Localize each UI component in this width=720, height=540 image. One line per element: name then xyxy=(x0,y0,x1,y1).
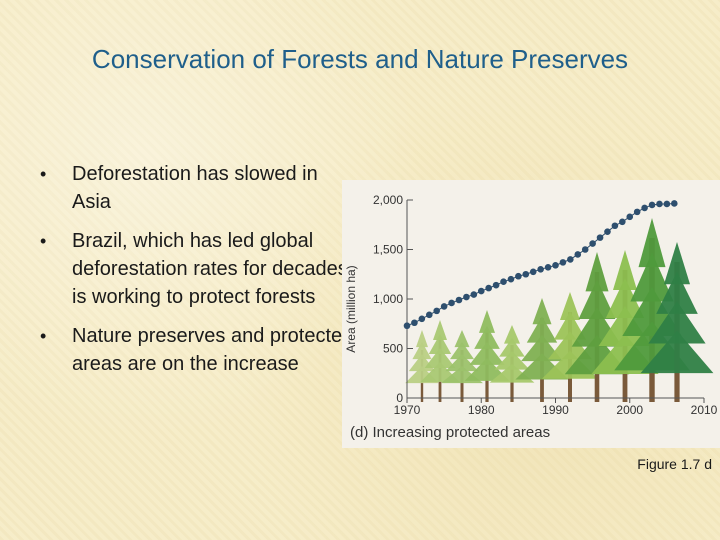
tree-illustration xyxy=(405,218,714,402)
data-point xyxy=(552,262,559,269)
tree-foliage xyxy=(445,354,479,372)
tree-foliage xyxy=(640,330,714,374)
tree-foliage xyxy=(638,218,666,268)
bullet-text: Deforestation has slowed in Asia xyxy=(72,163,318,213)
tree-foliage xyxy=(479,310,495,333)
x-tick-label: 1990 xyxy=(542,403,569,417)
tree-foliage xyxy=(416,330,428,348)
y-axis-label: Area (million ha) xyxy=(344,265,358,352)
data-point xyxy=(448,299,455,307)
tree-foliage xyxy=(474,326,500,349)
data-point xyxy=(485,284,492,292)
data-point xyxy=(418,315,426,323)
data-point xyxy=(455,296,463,304)
data-point xyxy=(463,293,470,301)
data-point xyxy=(440,303,448,310)
tree-foliage xyxy=(424,348,456,368)
tree-foliage xyxy=(648,301,706,344)
tree-foliage xyxy=(554,311,586,340)
protected-areas-chart: 0 500 1,000 1,500 2,000 1970 1980 1990 2000 2010 A… xyxy=(344,193,718,417)
data-point xyxy=(500,278,507,285)
y-tick-label: 2,000 xyxy=(373,193,403,207)
tree-foliage xyxy=(433,320,447,340)
bullet-item: • Brazil, which has led global deforesta… xyxy=(36,227,356,311)
data-point xyxy=(537,266,544,273)
chart-points xyxy=(403,200,678,330)
tree-foliage xyxy=(613,250,637,290)
data-point xyxy=(589,240,596,247)
data-point xyxy=(477,287,485,295)
tree-foliage xyxy=(450,342,474,360)
data-point xyxy=(522,270,530,278)
bullet-item: • Deforestation has slowed in Asia xyxy=(36,160,356,216)
data-point xyxy=(671,200,678,207)
data-point xyxy=(544,264,552,271)
data-point xyxy=(648,201,656,209)
data-point xyxy=(596,234,604,241)
tree-foliage xyxy=(494,351,530,370)
tree-foliage xyxy=(469,342,505,365)
x-tick-label: 1980 xyxy=(468,403,495,417)
bullet-dot: • xyxy=(40,164,47,184)
tree-foliage xyxy=(428,334,452,354)
tree-foliage xyxy=(578,279,616,320)
data-point xyxy=(611,222,619,230)
x-tick-label: 2000 xyxy=(616,403,643,417)
data-point xyxy=(604,228,611,235)
chart-axes: 0 500 1,000 1,500 2,000 1970 1980 1990 2000 2010 A… xyxy=(344,193,718,417)
tree-foliage xyxy=(664,242,690,285)
data-point xyxy=(619,218,626,226)
data-point xyxy=(663,200,671,208)
data-point xyxy=(433,307,440,315)
tree-foliage xyxy=(605,278,645,318)
tree-foliage xyxy=(532,298,552,325)
data-point xyxy=(529,268,537,276)
bullet-item: • Nature preserves and protected areas a… xyxy=(36,322,356,378)
chart-caption: (d) Increasing protected areas xyxy=(350,424,551,441)
data-point xyxy=(641,204,648,212)
tree-foliage xyxy=(412,342,432,360)
data-point xyxy=(425,311,433,319)
data-point xyxy=(470,291,478,298)
data-point xyxy=(559,259,567,266)
bullet-text: Brazil, which has led global deforestati… xyxy=(72,230,354,308)
figure-panel: 0 500 1,000 1,500 2,000 1970 1980 1990 2000 2010 A… xyxy=(342,180,720,448)
bullet-dot: • xyxy=(40,231,47,251)
y-tick-label: 500 xyxy=(383,342,403,356)
x-tick-label: 1970 xyxy=(394,403,421,417)
tree-foliage xyxy=(464,358,510,381)
data-point xyxy=(626,213,634,221)
tree-foliage xyxy=(656,271,698,314)
data-point xyxy=(507,275,515,283)
tree-foliage xyxy=(560,292,580,320)
data-point xyxy=(403,322,411,330)
tree-foliage xyxy=(504,325,520,344)
x-tick-label: 2010 xyxy=(691,403,718,417)
data-point xyxy=(656,200,663,208)
tree-foliage xyxy=(499,338,525,357)
y-tick-label: 0 xyxy=(396,391,403,405)
figure-number-label: Figure 1.7 d xyxy=(637,456,712,472)
y-tick-label: 1,000 xyxy=(373,292,403,306)
tree-foliage xyxy=(598,306,652,346)
data-point xyxy=(492,281,500,289)
tree-foliage xyxy=(454,330,470,348)
data-point xyxy=(581,246,589,253)
tree-foliage xyxy=(630,252,674,302)
tree-foliage xyxy=(548,331,592,360)
bullet-list: • Deforestation has slowed in Asia • Bra… xyxy=(36,160,356,389)
tree-foliage xyxy=(526,316,558,343)
bullet-text: Nature preserves and protected areas are… xyxy=(72,325,354,375)
slide-title: Conservation of Forests and Nature Prese… xyxy=(91,44,629,74)
bullet-dot: • xyxy=(40,326,47,346)
data-point xyxy=(515,272,522,280)
tree-foliage xyxy=(585,252,609,292)
y-tick-label: 1,500 xyxy=(373,243,403,257)
data-point xyxy=(567,256,574,263)
data-point xyxy=(411,319,418,327)
data-point xyxy=(633,208,641,216)
data-point xyxy=(574,251,582,258)
